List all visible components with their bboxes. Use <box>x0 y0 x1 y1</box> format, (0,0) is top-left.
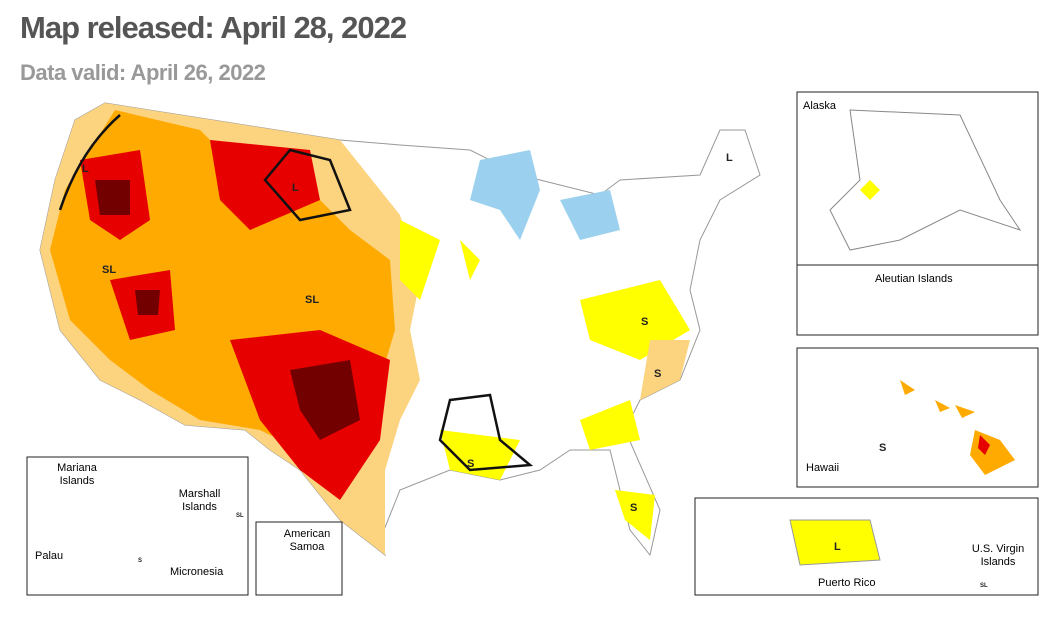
impact-label: SL <box>102 264 117 276</box>
subtitle: Data valid: April 26, 2022 <box>20 60 266 85</box>
impact-label: S <box>654 368 662 380</box>
impact-label: L <box>834 541 841 553</box>
inset-label: Aleutian Islands <box>875 273 953 285</box>
title: Map released: April 28, 2022 <box>20 10 407 45</box>
impact-label: SL <box>236 513 244 519</box>
impact-label: L <box>726 152 733 164</box>
inset-frames <box>26 91 1039 596</box>
impact-label: S <box>641 316 649 328</box>
inset-label: Alaska <box>803 100 837 112</box>
inset-label: Hawaii <box>806 462 840 474</box>
impact-label: S <box>630 502 638 514</box>
impact-label: S <box>467 458 475 470</box>
impact-label: SL <box>980 583 988 589</box>
inset-label: Marshall Islands <box>178 488 221 513</box>
contiguous-us <box>39 102 761 557</box>
inset-label: Palau <box>35 550 64 562</box>
inset-label: American Samoa <box>283 528 331 553</box>
impact-label: L <box>292 182 299 194</box>
impact-label: S <box>879 442 887 454</box>
impact-label: SL <box>305 294 320 306</box>
inset-label: U.S. Virgin Islands <box>971 543 1025 568</box>
inset-shapes <box>789 109 1022 566</box>
inset-label: Puerto Rico <box>818 577 876 589</box>
impact-label: S <box>138 558 143 564</box>
inset-label: Mariana Islands <box>57 462 97 487</box>
inset-label: Micronesia <box>170 566 224 578</box>
impact-label: L <box>82 163 89 175</box>
